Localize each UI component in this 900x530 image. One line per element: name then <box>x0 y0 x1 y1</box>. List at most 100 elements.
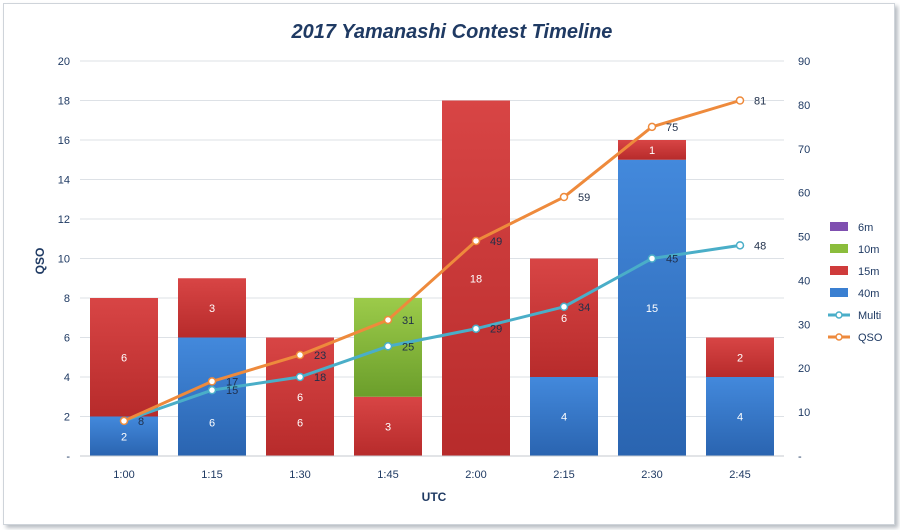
bar-value-label: 1 <box>649 145 655 157</box>
point-multi <box>559 302 569 312</box>
bar-15m <box>354 396 422 456</box>
legend-label: 6m <box>858 222 873 234</box>
y-tick-label: 8 <box>64 293 70 305</box>
x-tick-label: 1:30 <box>289 469 310 481</box>
bar-value-label: 4 <box>737 412 743 424</box>
data-labels: 2 6 3 6 3 18 4 6 15 1 4 2 6 6 8 15 18 25 29 34 45 48 17 23 31 49 5… <box>121 96 766 444</box>
point-multi <box>207 385 217 395</box>
line-value-label: 15 <box>226 385 238 397</box>
y2-tick-label: 10 <box>798 407 810 419</box>
bar-15m <box>178 278 246 338</box>
y2-tick-label: 90 <box>798 56 810 68</box>
line-qso <box>123 99 741 423</box>
point-qso <box>735 96 745 105</box>
point-qso <box>559 192 569 202</box>
bar-value-label: 6 <box>121 352 127 364</box>
point-multi <box>295 372 305 382</box>
line-value-label: 17 <box>226 376 238 388</box>
x-tick-label: 2:45 <box>729 469 750 481</box>
bar-15m <box>442 100 510 456</box>
y2-tick-label: - <box>798 451 802 463</box>
y-tick-label: 6 <box>64 333 70 345</box>
y2-tick-label: 60 <box>798 188 810 200</box>
bar-15m <box>530 258 598 377</box>
bar-15m <box>618 140 686 160</box>
chart-title: 2017 Yamanashi Contest Timeline <box>291 21 613 43</box>
line-value-label: 29 <box>490 324 502 336</box>
y-tick-label: 12 <box>58 214 70 226</box>
legend-marker-multi <box>835 311 843 319</box>
x-axis-title: UTC <box>422 490 447 504</box>
chart-frame: 2017 Yamanashi Contest Timeline 2 6 3 6 3 18 4… <box>3 3 895 525</box>
y-tick-label: 20 <box>58 56 70 68</box>
bar-40m <box>618 159 686 456</box>
x-tick-label: 1:45 <box>377 469 398 481</box>
y-tick-label: 10 <box>58 254 70 266</box>
line-value-label: 8 <box>138 416 144 428</box>
point-qso <box>383 315 393 325</box>
bar-40m <box>706 377 774 456</box>
legend: 6m 10m 15m 40m Multi QSO <box>828 222 883 344</box>
x-tick-label: 1:00 <box>113 469 134 481</box>
line-value-label: 75 <box>666 122 678 134</box>
y2-tick-label: 70 <box>798 144 810 156</box>
lines <box>119 96 745 426</box>
legend-swatch-10m <box>830 244 848 253</box>
point-qso <box>647 122 657 132</box>
line-value-label: 81 <box>754 96 766 108</box>
axes: -2468101214161820-1020304050607080901:00… <box>58 56 811 481</box>
y2-tick-label: 20 <box>798 363 810 375</box>
y-axis-title: QSO <box>33 248 47 275</box>
bar-value-label: 4 <box>561 412 567 424</box>
legend-swatch-40m <box>830 288 848 297</box>
y-tick-label: 18 <box>58 96 70 108</box>
point-multi <box>471 324 481 333</box>
point-qso <box>119 416 129 426</box>
line-value-label: 25 <box>402 341 414 353</box>
bar-value-label: 18 <box>470 273 482 285</box>
point-multi <box>647 254 657 263</box>
bars <box>90 100 774 456</box>
line-value-label: 18 <box>314 372 326 384</box>
y2-tick-label: 40 <box>798 275 810 287</box>
x-tick-label: 1:15 <box>201 469 222 481</box>
bar-value-label: 2 <box>121 431 127 443</box>
line-value-label: 31 <box>402 315 414 327</box>
bar-value-label: 3 <box>209 303 215 315</box>
y2-tick-label: 80 <box>798 100 810 112</box>
x-tick-label: 2:00 <box>465 469 486 481</box>
point-qso <box>471 236 481 246</box>
y2-tick-label: 50 <box>798 232 810 244</box>
bar-value-label: 6 <box>297 417 303 429</box>
bar-value-label: 3 <box>385 421 391 433</box>
legend-swatch-6m <box>830 222 848 231</box>
legend-label: 40m <box>858 288 879 300</box>
y2-tick-label: 30 <box>798 319 810 331</box>
line-value-label: 48 <box>754 240 766 252</box>
bar-15m <box>706 337 774 377</box>
y-tick-label: 16 <box>58 135 70 147</box>
point-multi <box>735 241 745 250</box>
bar-40m <box>530 377 598 456</box>
line-multi <box>123 243 741 423</box>
bar-value-label: 6 <box>209 417 215 429</box>
point-qso <box>295 350 305 360</box>
bar-value-label: 15 <box>646 303 658 315</box>
legend-marker-qso <box>835 333 843 341</box>
line-value-label: 34 <box>578 302 590 314</box>
point-qso <box>207 377 217 386</box>
bar-value-label: 2 <box>737 352 743 364</box>
x-tick-label: 2:15 <box>553 469 574 481</box>
y-tick-label: 2 <box>64 412 70 424</box>
line-value-label: 45 <box>666 254 678 266</box>
legend-label: 15m <box>858 266 879 278</box>
legend-swatch-15m <box>830 266 848 275</box>
y-tick-label: 14 <box>58 175 70 187</box>
legend-label: Multi <box>858 310 881 322</box>
legend-label: QSO <box>858 332 883 344</box>
line-value-label: 59 <box>578 192 590 204</box>
x-tick-label: 2:30 <box>641 469 662 481</box>
bar-value-label: 6 <box>297 392 303 404</box>
legend-label: 10m <box>858 244 879 256</box>
y-tick-label: - <box>66 451 70 463</box>
